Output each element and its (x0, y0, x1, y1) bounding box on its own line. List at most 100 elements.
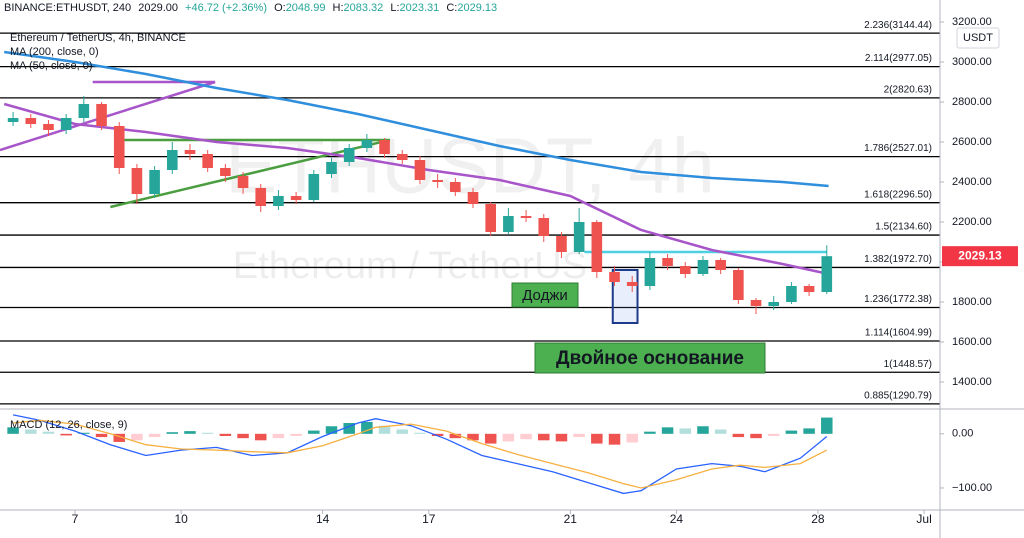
fib-label: 1(1448.57) (884, 359, 932, 370)
macd-bar (750, 433, 762, 439)
macd-bar (821, 417, 833, 434)
macd-bar (308, 430, 320, 434)
macd-bar (343, 422, 355, 434)
macd-bar (803, 428, 815, 434)
macd-bar (449, 433, 462, 439)
macd-bar (679, 428, 692, 434)
fib-label: 1.382(1972.70) (864, 254, 932, 265)
candle-body (131, 168, 143, 194)
candle-body (503, 216, 514, 232)
y-tick-label: 0.00 (952, 428, 973, 440)
symbol: BINANCE:ETHUSDT, 240 (4, 2, 131, 14)
macd-bar (520, 433, 532, 440)
candle-body (715, 260, 726, 270)
macd-bar (78, 432, 90, 434)
macd-bar (361, 421, 373, 434)
legend-entry: MA (200, close, 0) (10, 46, 99, 58)
candle-body (556, 236, 567, 252)
candle-body (273, 196, 284, 206)
ohlc-label: O: (274, 2, 286, 14)
x-tick-label: 17 (422, 512, 436, 526)
macd-bar (201, 432, 214, 434)
candle-body (432, 180, 443, 182)
y-tick-label: 2800.00 (952, 96, 992, 108)
ohlc-value: 2083.32 (344, 2, 384, 14)
candle-body (467, 192, 479, 204)
annotation: Двойное основание (556, 348, 744, 369)
fib-label: 1.786(2527.01) (864, 143, 932, 154)
y-tick-label: 3200.00 (952, 16, 992, 28)
candle-body (821, 256, 833, 292)
candle-body (25, 118, 37, 124)
fib-label: 1.114(1604.99) (865, 328, 932, 339)
macd-line (13, 419, 828, 489)
macd-bar (60, 433, 72, 436)
header: BINANCE:ETHUSDT, 240 2029.00 +46.72 (+2.… (4, 2, 497, 14)
currency-box[interactable] (956, 27, 1000, 49)
candle-body (662, 258, 673, 266)
moving-average (3, 102, 829, 276)
candle-body (414, 160, 426, 180)
macd-bar (591, 433, 603, 444)
annotation-box (511, 282, 579, 308)
candle-body (609, 272, 620, 282)
y-tick-label: −100.00 (952, 482, 992, 494)
fib-label: 0.885(1290.79) (864, 390, 932, 401)
macd-bar (131, 433, 143, 441)
macd-bar (626, 433, 638, 443)
macd-bar (767, 433, 780, 436)
macd-bar (7, 427, 19, 434)
ohlc-value: 2048.99 (286, 2, 326, 14)
macd-bar (467, 433, 479, 441)
x-tick-label: 14 (316, 512, 330, 526)
macd-bar (113, 433, 125, 442)
fib-label: 1.5(2134.60) (875, 222, 932, 233)
candle-body (149, 170, 160, 194)
x-tick-label: 7 (72, 512, 79, 526)
candle-body (255, 188, 267, 206)
candle-body (697, 260, 709, 274)
fib-label: 2.114(2977.05) (865, 53, 932, 64)
x-tick-label: 28 (811, 512, 825, 526)
macd-bar (166, 432, 179, 434)
plot-layer: 2.236(3144.44) 2.114(2977.05) 2(2820.63) 1.… (0, 20, 940, 495)
candle-body (78, 104, 90, 118)
macd-bar (502, 433, 515, 442)
ohlc-label: H: (333, 2, 344, 14)
trend-line (0, 80, 216, 152)
macd-bar (538, 433, 550, 441)
y-tick-label: 1800.00 (952, 296, 992, 308)
macd-bar (732, 433, 745, 438)
candle-body (750, 300, 762, 306)
macd-bar (414, 432, 426, 434)
trend-line (110, 138, 391, 209)
annotation: Доджи (522, 287, 568, 304)
macd-bar (25, 429, 37, 434)
candle-body (60, 118, 72, 130)
candle-body (96, 104, 107, 126)
macd-bar (378, 425, 391, 434)
candle-body (396, 154, 408, 160)
macd-bar (148, 433, 161, 438)
candle-body (644, 258, 656, 286)
legend-entry: MA (50, close, 0) (10, 60, 93, 72)
candle-body (573, 222, 585, 252)
macd-line (12, 414, 828, 495)
macd-bar (785, 430, 798, 434)
last: 2029.00 (138, 2, 178, 14)
ohlc-label: C: (446, 2, 457, 14)
fib-label: 2(2820.63) (884, 85, 932, 96)
macd-bar (254, 433, 267, 441)
candle-body (7, 118, 19, 122)
last-price: 2029.13 (958, 248, 1002, 262)
candle-body (361, 140, 373, 148)
x-tick-label: 10 (174, 512, 188, 526)
x-tick-label: 24 (670, 512, 684, 526)
candle-body (786, 286, 797, 302)
moving-average (4, 50, 829, 188)
macd-bar (290, 433, 302, 436)
macd-bar (396, 429, 408, 434)
macd-bar (237, 433, 249, 439)
fib-label: 1.236(1772.38) (864, 294, 932, 305)
